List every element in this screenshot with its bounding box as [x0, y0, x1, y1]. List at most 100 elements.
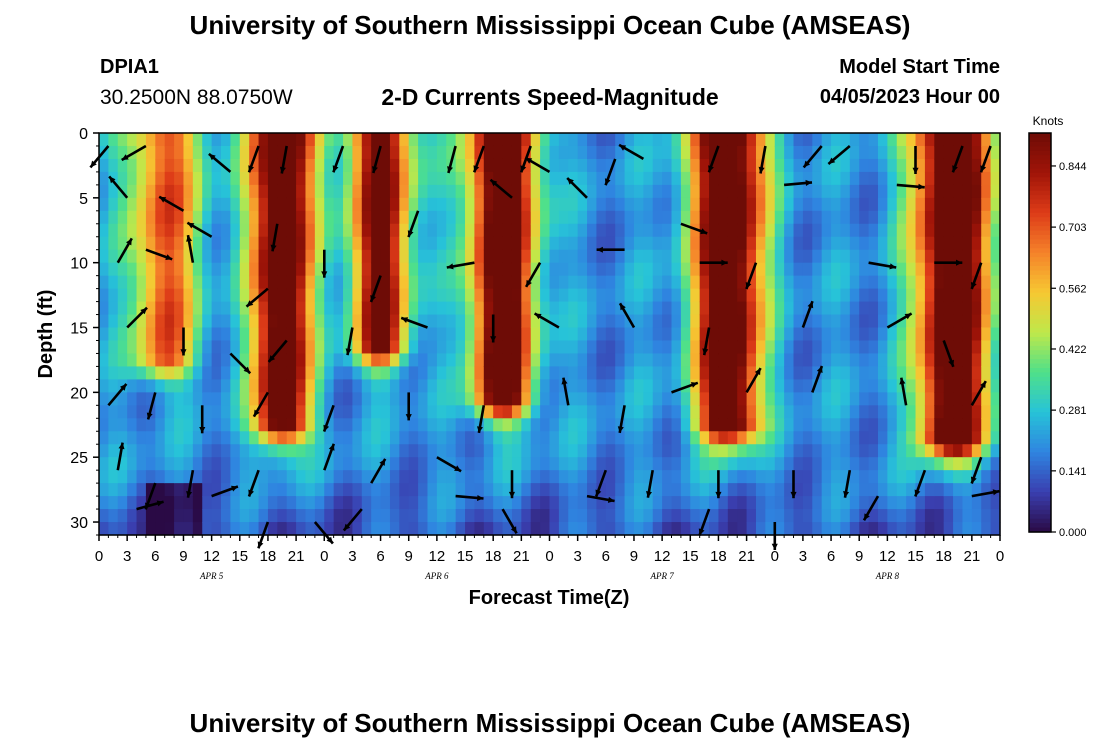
heatmap-cell — [389, 405, 400, 419]
heatmap-cell — [493, 288, 504, 303]
heatmap-cell — [915, 444, 926, 458]
heatmap-cell — [774, 171, 785, 186]
heatmap-cell — [859, 133, 870, 147]
heatmap-cell — [192, 171, 203, 186]
heatmap-cell — [765, 496, 776, 510]
heatmap-cell — [953, 327, 964, 342]
heatmap-cell — [521, 470, 532, 484]
heatmap-cell — [840, 275, 851, 290]
heatmap-cell — [530, 444, 541, 458]
heatmap-cell — [680, 262, 691, 277]
heatmap-cell — [981, 405, 992, 419]
heatmap-cell — [915, 197, 926, 212]
heatmap-cell — [230, 522, 241, 536]
heatmap-cell — [633, 288, 644, 303]
heatmap-cell — [380, 470, 391, 484]
heatmap-cell — [145, 496, 156, 510]
heatmap-cell — [793, 457, 804, 471]
heatmap-cell — [408, 275, 419, 290]
heatmap-cell — [962, 431, 973, 445]
heatmap-cell — [540, 496, 551, 510]
heatmap-cell — [286, 483, 297, 497]
heatmap-cell — [239, 366, 250, 380]
heatmap-cell — [784, 223, 795, 238]
heatmap-cell — [568, 431, 579, 445]
heatmap-cell — [615, 301, 626, 316]
heatmap-cell — [906, 288, 917, 303]
heatmap-cell — [239, 210, 250, 225]
heatmap-cell — [305, 366, 316, 380]
heatmap-cell — [802, 522, 813, 536]
heatmap-cell — [155, 366, 166, 380]
heatmap-cell — [446, 353, 457, 368]
heatmap-cell — [577, 522, 588, 536]
heatmap-cell — [493, 366, 504, 380]
x-tick-label: 9 — [405, 548, 413, 565]
heatmap-cell — [530, 379, 541, 393]
heatmap-cell — [99, 197, 109, 212]
heatmap-cell — [418, 236, 429, 251]
arrow-head — [90, 160, 97, 168]
heatmap-cell — [465, 340, 476, 355]
current-arrow — [783, 179, 813, 187]
heatmap-cell — [249, 353, 260, 368]
heatmap-cell — [812, 210, 823, 225]
heatmap-cell — [286, 301, 297, 316]
heatmap-cell — [493, 210, 504, 225]
heatmap-cell — [249, 158, 260, 173]
heatmap-cell — [164, 444, 175, 458]
heatmap-cell — [174, 470, 185, 484]
heatmap-cell — [183, 509, 194, 523]
heatmap-cell — [671, 236, 682, 251]
heatmap-cell — [568, 197, 579, 212]
heatmap-cell — [793, 223, 804, 238]
heatmap-cell — [174, 405, 185, 419]
heatmap-cell — [343, 301, 354, 316]
heatmap-cell — [483, 483, 494, 497]
heatmap-cell — [755, 431, 766, 445]
heatmap-cell — [746, 197, 757, 212]
heatmap-cell — [314, 327, 325, 342]
heatmap-cell — [934, 184, 945, 199]
heatmap-cell — [831, 431, 842, 445]
heatmap-cell — [174, 314, 185, 329]
heatmap-cell — [145, 145, 156, 160]
heatmap-cell — [662, 314, 673, 329]
heatmap-cell — [887, 522, 898, 536]
heatmap-cell — [896, 366, 907, 380]
heatmap-cell — [145, 470, 156, 484]
heatmap-cell — [671, 171, 682, 186]
heatmap-cell — [511, 288, 522, 303]
heatmap-cell — [511, 301, 522, 316]
heatmap-cell — [380, 145, 391, 160]
heatmap-cell — [117, 327, 128, 342]
heatmap-cell — [221, 379, 231, 393]
heatmap-cell — [427, 262, 438, 277]
heatmap-cell — [540, 392, 551, 406]
heatmap-cell — [127, 418, 138, 432]
colorbar-segment — [1029, 323, 1051, 329]
heatmap-cell — [793, 431, 804, 445]
heatmap-cell — [164, 470, 175, 484]
model-start-value: 04/05/2023 Hour 00 — [819, 86, 1000, 108]
heatmap-cell — [558, 262, 569, 277]
heatmap-cell — [727, 392, 738, 406]
heatmap-cell — [371, 509, 382, 523]
heatmap-cell — [277, 314, 288, 329]
heatmap-cell — [399, 444, 410, 458]
heatmap-cell — [399, 262, 410, 277]
heatmap-cell — [474, 158, 485, 173]
heatmap-cell — [249, 405, 260, 419]
heatmap-cell — [953, 210, 964, 225]
heatmap-cell — [633, 262, 644, 277]
heatmap-cell — [615, 340, 626, 355]
current-arrow — [199, 405, 206, 434]
x-tick-label: 12 — [654, 548, 671, 565]
heatmap-cell — [755, 444, 766, 458]
heatmap-cell — [108, 483, 119, 497]
heatmap-cell — [849, 366, 860, 380]
heatmap-cell — [399, 366, 410, 380]
heatmap-cell — [906, 392, 917, 406]
heatmap-cell — [136, 184, 147, 199]
heatmap-cell — [727, 379, 738, 393]
